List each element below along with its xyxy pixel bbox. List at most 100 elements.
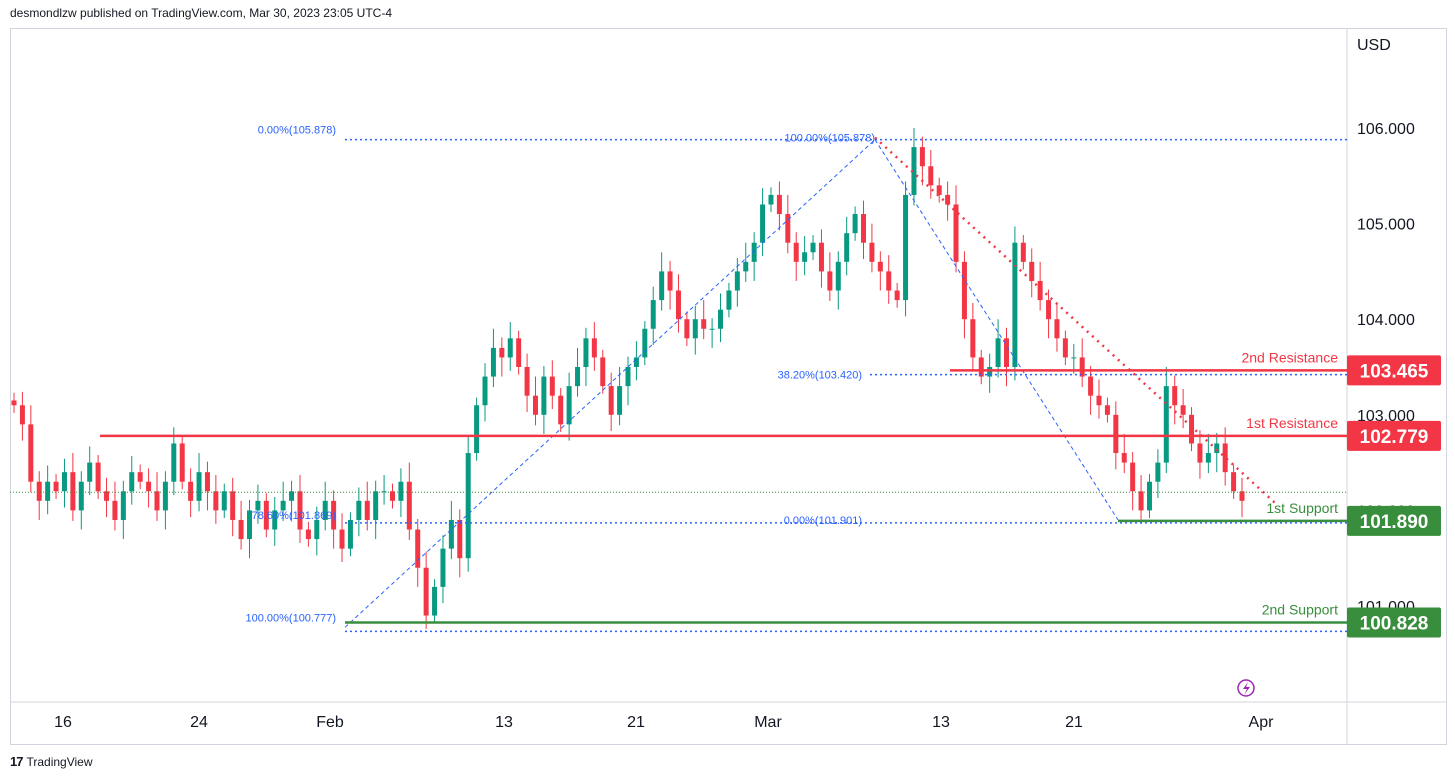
candle-body bbox=[137, 472, 143, 482]
level-badge bbox=[1347, 355, 1441, 386]
candle-body bbox=[146, 481, 152, 492]
candle-body bbox=[406, 481, 412, 530]
candle-body bbox=[919, 147, 925, 167]
tradingview-footer[interactable]: 17 TradingView bbox=[10, 754, 93, 769]
candle-body bbox=[28, 424, 34, 482]
fib-label: 38.20%(103.420) bbox=[778, 370, 862, 382]
level-value: 100.828 bbox=[1360, 613, 1429, 634]
candle-body bbox=[78, 481, 84, 511]
x-tick-label: 21 bbox=[1065, 714, 1083, 731]
candle-body bbox=[633, 357, 639, 367]
chart-frame bbox=[10, 28, 1447, 745]
level-badge bbox=[1347, 420, 1441, 451]
candle-body bbox=[1121, 453, 1127, 463]
candle-body bbox=[112, 500, 118, 520]
candle-body bbox=[928, 166, 934, 186]
candle-body bbox=[835, 261, 841, 291]
level-value: 103.465 bbox=[1360, 361, 1429, 382]
candle-body bbox=[1046, 300, 1052, 320]
candle-body bbox=[701, 319, 707, 329]
candle-body bbox=[120, 491, 126, 520]
candle-body bbox=[415, 529, 421, 568]
candle-body bbox=[793, 242, 799, 262]
candle-body bbox=[1138, 491, 1144, 511]
candle-body bbox=[625, 367, 631, 387]
downtrend-line bbox=[874, 136, 1279, 507]
level-name: 2nd Support bbox=[1262, 601, 1338, 617]
candle-body bbox=[1239, 491, 1245, 501]
candle-body bbox=[549, 376, 555, 396]
candle-body bbox=[1163, 386, 1169, 463]
candle-body bbox=[768, 194, 774, 205]
candle-body bbox=[297, 491, 303, 530]
fib-label: 0.00%(101.901) bbox=[784, 515, 862, 527]
candle-body bbox=[1003, 338, 1009, 367]
candle-body bbox=[827, 271, 833, 291]
candle-body bbox=[162, 481, 168, 511]
candle-body bbox=[978, 357, 984, 377]
candle-body bbox=[255, 500, 261, 511]
candle-body bbox=[204, 472, 210, 492]
candle-body bbox=[1155, 462, 1161, 482]
candle-body bbox=[1012, 242, 1018, 367]
candle-body bbox=[331, 500, 337, 530]
candle-body bbox=[1029, 261, 1035, 281]
candle-body bbox=[818, 242, 824, 272]
candle-body bbox=[19, 405, 25, 425]
lightning-icon bbox=[1237, 679, 1255, 697]
y-tick-label: 106.000 bbox=[1357, 121, 1415, 138]
candle-body bbox=[532, 395, 538, 415]
candle-body bbox=[87, 462, 93, 482]
fib-label: 0.00%(105.878) bbox=[258, 125, 336, 137]
candle-body bbox=[53, 481, 59, 492]
candle-body bbox=[230, 491, 236, 520]
candle-body bbox=[936, 185, 942, 195]
candle-body bbox=[1088, 376, 1094, 396]
candle-body bbox=[844, 233, 850, 262]
candle-body bbox=[743, 261, 749, 272]
price-chart[interactable]: USD106.000105.000104.000103.000102.00010… bbox=[0, 0, 1455, 745]
candle-body bbox=[1096, 395, 1102, 406]
candle-body bbox=[322, 500, 328, 520]
candle-body bbox=[1214, 443, 1220, 454]
candle-body bbox=[692, 319, 698, 339]
level-badge bbox=[1347, 505, 1441, 536]
candle-body bbox=[709, 328, 715, 330]
candle-body bbox=[188, 481, 194, 501]
candle-body bbox=[995, 338, 1001, 367]
candle-body bbox=[516, 338, 522, 367]
candle-body bbox=[776, 194, 782, 215]
candle-body bbox=[1146, 481, 1152, 511]
candle-body bbox=[70, 472, 76, 511]
candle-body bbox=[617, 386, 623, 415]
candle-body bbox=[1197, 443, 1203, 463]
candle-body bbox=[1054, 319, 1060, 339]
candle-body bbox=[499, 347, 505, 358]
x-tick-label: Apr bbox=[1249, 714, 1275, 731]
candle-body bbox=[751, 242, 757, 262]
candle-body bbox=[869, 242, 875, 262]
candle-body bbox=[886, 271, 892, 291]
candle-body bbox=[104, 491, 110, 501]
currency-label: USD bbox=[1357, 37, 1391, 54]
candle-body bbox=[1205, 453, 1211, 463]
candle-body bbox=[36, 481, 42, 501]
candle-body bbox=[953, 204, 959, 262]
candle-body bbox=[961, 261, 967, 320]
y-tick-label: 103.000 bbox=[1357, 408, 1415, 425]
candle-body bbox=[154, 491, 160, 511]
fib-label: 100.00%(105.878) bbox=[784, 133, 875, 145]
candle-body bbox=[1104, 405, 1110, 415]
candle-body bbox=[852, 214, 858, 234]
candle-body bbox=[541, 376, 547, 415]
candle-body bbox=[583, 338, 589, 367]
candle-body bbox=[987, 367, 993, 377]
candle-body bbox=[785, 214, 791, 243]
lightning-icon bbox=[1243, 682, 1250, 695]
level-value: 101.890 bbox=[1360, 512, 1429, 533]
level-name: 1st Support bbox=[1266, 500, 1338, 516]
candle-body bbox=[482, 376, 488, 406]
candle-body bbox=[608, 386, 614, 415]
candle-body bbox=[1079, 357, 1085, 377]
candle-body bbox=[507, 338, 513, 358]
